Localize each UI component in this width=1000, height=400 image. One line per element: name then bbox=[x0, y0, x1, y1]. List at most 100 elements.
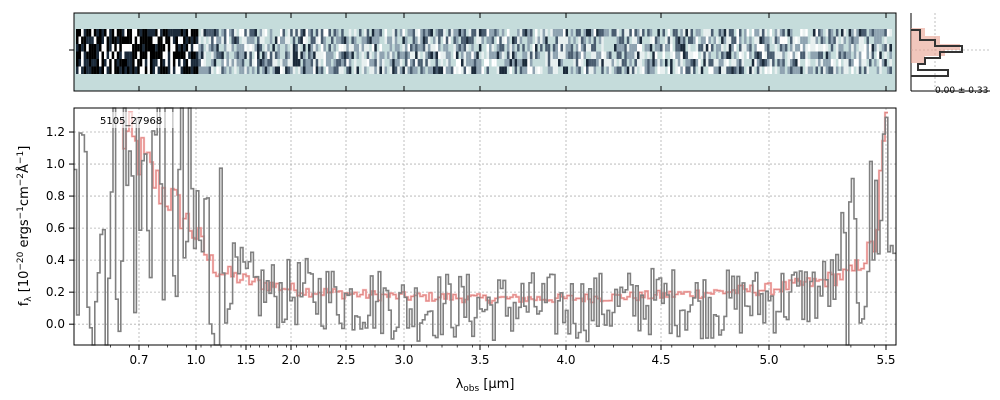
spectrum-2d-pixel bbox=[784, 59, 788, 67]
spectrum-2d-pixel bbox=[348, 66, 352, 74]
spectrum-2d-pixel bbox=[277, 36, 280, 44]
spectrum-2d-pixel bbox=[302, 51, 306, 59]
spectrum-2d-pixel bbox=[93, 51, 97, 59]
spectrum-2d-pixel bbox=[101, 66, 105, 74]
spectrum-2d-pixel bbox=[578, 66, 581, 74]
spectrum-2d-pixel bbox=[433, 66, 436, 74]
spectrum-2d-pixel bbox=[524, 29, 528, 37]
spectrum-2d-pixel bbox=[858, 36, 862, 44]
spectrum-2d-pixel bbox=[795, 36, 798, 44]
spectrum-2d-pixel bbox=[784, 66, 788, 74]
spectrum-2d-pixel bbox=[703, 44, 706, 52]
spectrum-2d-pixel bbox=[550, 44, 553, 52]
spectrum-2d-pixel bbox=[823, 36, 826, 44]
spectrum-2d-pixel bbox=[851, 29, 854, 37]
spectrum-2d-pixel bbox=[331, 36, 334, 44]
spectrum-2d-pixel bbox=[657, 51, 660, 59]
spectrum-2d-pixel bbox=[619, 59, 622, 67]
spectrum-2d-pixel bbox=[688, 59, 691, 67]
spectrum-2d-pixel bbox=[170, 36, 173, 44]
spectrum-2d-pixel bbox=[713, 44, 717, 52]
spectrum-2d-pixel bbox=[540, 51, 543, 59]
spectrum-2d-pixel bbox=[596, 59, 599, 67]
spectrum-2d-pixel bbox=[236, 59, 240, 67]
spectrum-2d-pixel bbox=[162, 36, 166, 44]
spectrum-2d-pixel bbox=[848, 36, 852, 44]
spectrum-2d-pixel bbox=[603, 59, 607, 67]
spectrum-2d-pixel bbox=[764, 59, 768, 67]
spectrum-2d-pixel bbox=[445, 51, 449, 59]
spectrum-2d-pixel bbox=[588, 36, 592, 44]
spectrum-2d-pixel bbox=[478, 51, 482, 59]
spectrum-2d-pixel bbox=[302, 59, 306, 67]
spectrum-2d-pixel bbox=[83, 44, 87, 52]
spectrum-2d-pixel bbox=[504, 59, 507, 67]
spectrum-2d-pixel bbox=[746, 51, 750, 59]
spectrum-2d-pixel bbox=[231, 36, 235, 44]
spectrum-2d-pixel bbox=[573, 29, 576, 37]
spectrum-2d-pixel bbox=[218, 66, 222, 74]
spectrum-2d-pixel bbox=[744, 66, 747, 74]
spectrum-2d-pixel bbox=[78, 66, 82, 74]
spectrum-2d-pixel bbox=[223, 59, 227, 67]
spectrum-2d-pixel bbox=[504, 66, 507, 74]
spectrum-2d-pixel bbox=[723, 59, 727, 67]
spectrum-2d-pixel bbox=[568, 36, 571, 44]
spectrum-2d-pixel bbox=[657, 59, 660, 67]
spectrum-2d-pixel bbox=[751, 66, 755, 74]
spectrum-2d-pixel bbox=[527, 29, 530, 37]
spectrum-2d-pixel bbox=[741, 29, 745, 37]
spectrum-2d-pixel bbox=[846, 59, 849, 67]
spectrum-2d-pixel bbox=[216, 51, 219, 59]
spectrum-2d-pixel bbox=[700, 51, 704, 59]
spectrum-2d-pixel bbox=[422, 59, 426, 67]
spectrum-2d-pixel bbox=[784, 51, 788, 59]
spectrum-2d-pixel bbox=[443, 51, 446, 59]
spectrum-2d-pixel bbox=[874, 51, 877, 59]
spectrum-2d-pixel bbox=[792, 59, 796, 67]
spectrum-2d-pixel bbox=[305, 29, 309, 37]
spectrum-2d-pixel bbox=[371, 51, 375, 59]
spectrum-2d-pixel bbox=[397, 59, 400, 67]
spectrum-2d-pixel bbox=[575, 44, 579, 52]
spectrum-2d-pixel bbox=[478, 29, 482, 37]
spectrum-2d-pixel bbox=[415, 66, 418, 74]
spectrum-2d-pixel bbox=[450, 51, 454, 59]
spectrum-2d-pixel bbox=[208, 44, 212, 52]
spectrum-2d-pixel bbox=[320, 44, 324, 52]
spectrum-2d-pixel bbox=[274, 59, 278, 67]
spectrum-2d-pixel bbox=[88, 29, 92, 37]
spectrum-2d-pixel bbox=[297, 44, 301, 52]
model-line bbox=[120, 111, 888, 305]
spectrum-2d-pixel bbox=[848, 29, 852, 37]
spectrum-2d-pixel bbox=[647, 59, 650, 67]
spectrum-2d-pixel bbox=[838, 51, 841, 59]
spectrum-2d-pixel bbox=[331, 59, 334, 67]
spectrum-2d-pixel bbox=[193, 66, 196, 74]
spectrum-2d-pixel bbox=[848, 44, 852, 52]
spectrum-2d-pixel bbox=[833, 29, 836, 37]
spectrum-2d-pixel bbox=[741, 59, 745, 67]
spectrum-2d-pixel bbox=[165, 66, 168, 74]
spectrum-2d-pixel bbox=[733, 51, 737, 59]
spectrum-2d-pixel bbox=[506, 44, 510, 52]
spectrum-2d-pixel bbox=[596, 51, 599, 59]
spectrum-2d-pixel bbox=[348, 29, 352, 37]
spectrum-2d-pixel bbox=[555, 36, 558, 44]
spectrum-2d-pixel bbox=[476, 29, 479, 37]
spectrum-2d-pixel bbox=[129, 36, 133, 44]
spectrum-2d-pixel bbox=[254, 29, 258, 37]
spectrum-2d-pixel bbox=[382, 66, 385, 74]
spectrum-2d-pixel bbox=[654, 51, 658, 59]
spectrum-2d-pixel bbox=[155, 59, 158, 67]
spectrum-2d-pixel bbox=[527, 66, 530, 74]
spectrum-2d-pixel bbox=[91, 36, 94, 44]
spectrum-2d-pixel bbox=[359, 44, 362, 52]
spectrum-2d-pixel bbox=[810, 29, 813, 37]
spectrum-2d-pixel bbox=[639, 36, 643, 44]
spectrum-2d-pixel bbox=[580, 66, 584, 74]
spectrum-2d-pixel bbox=[606, 36, 609, 44]
spectrum-2d-pixel bbox=[297, 66, 301, 74]
spectrum-2d-pixel bbox=[560, 51, 564, 59]
spectrum-2d-pixel bbox=[514, 66, 518, 74]
